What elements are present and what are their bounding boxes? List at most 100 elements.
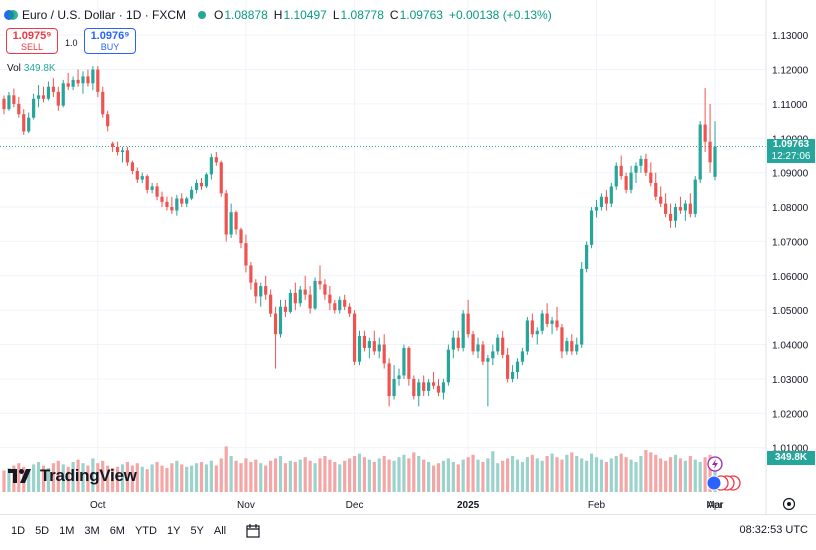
volume-bar (278, 456, 283, 492)
candle-body (66, 83, 70, 87)
volume-bar (506, 458, 510, 492)
tradingview-logo-text: TradingView (40, 466, 137, 485)
volume-bar (649, 452, 653, 492)
candle-body (2, 98, 6, 110)
volume-label: Vol (7, 63, 21, 74)
volume-bar (545, 456, 549, 492)
candle-body (150, 186, 154, 190)
tradingview-logo[interactable]: TradingView (8, 466, 137, 486)
volume-bar (367, 459, 371, 492)
candle-body (362, 335, 367, 348)
volume-bar (71, 462, 75, 492)
timeframe-all[interactable]: All (213, 525, 227, 537)
volume-bar (501, 460, 505, 492)
volume-bar (510, 456, 515, 492)
candle-body (540, 313, 544, 331)
volume-value-tag: 349.8K (767, 451, 815, 465)
buy-button[interactable]: 1.0976⁹ BUY (84, 28, 136, 54)
candle-body (46, 86, 51, 99)
volume-bar (412, 452, 416, 492)
candle-body (348, 306, 352, 314)
candle-body (303, 289, 307, 295)
volume-bar (570, 452, 574, 492)
timeframe-1d[interactable]: 1D (11, 525, 26, 537)
volume-bar (668, 457, 673, 492)
sell-button[interactable]: 1.0975⁹ SELL (6, 28, 58, 54)
timeframe-6m[interactable]: 6M (109, 525, 125, 537)
spread-value: 1.0 (65, 38, 78, 48)
volume-bar (214, 465, 218, 492)
volume-bar (471, 454, 475, 492)
utc-clock[interactable]: 08:32:53 UTC (739, 524, 808, 536)
volume-bar (239, 463, 243, 492)
volume-bar (86, 465, 90, 492)
volume-bar (357, 453, 362, 492)
earnings-marker[interactable] (705, 474, 743, 492)
high-value: 1.10497 (283, 8, 327, 22)
timeframe-3m[interactable]: 3M (84, 525, 100, 537)
timeframe-ytd[interactable]: YTD (134, 525, 157, 537)
timeframe-5y[interactable]: 5Y (190, 525, 204, 537)
settings-circle-icon[interactable] (782, 497, 796, 511)
volume-bar (298, 459, 302, 492)
volume-bar (175, 460, 179, 492)
volume-bar (624, 457, 628, 492)
candle-body (224, 193, 228, 235)
candle-body (372, 341, 376, 352)
volume-bar (338, 464, 342, 492)
volume-bar (402, 454, 406, 492)
candle-body (515, 361, 520, 373)
volume-bar (199, 462, 204, 492)
symbol-title[interactable]: Euro / U.S. Dollar · 1D · FXCM (22, 8, 187, 22)
lightning-icon[interactable] (707, 456, 723, 472)
volume-bar (101, 460, 105, 492)
candle-body (76, 79, 80, 84)
candle-body (668, 213, 673, 221)
calendar-range-icon[interactable] (245, 523, 261, 539)
candle-body (170, 207, 174, 211)
volume-bar (629, 459, 633, 492)
volume-bar (678, 458, 683, 492)
buy-label: BUY (100, 42, 120, 52)
candle-body (209, 157, 213, 175)
volume-bar (115, 466, 120, 492)
volume-bar (446, 458, 450, 492)
candle-body (491, 351, 495, 359)
candle-body (130, 162, 134, 171)
timeframe-1m[interactable]: 1M (59, 525, 75, 537)
candle-body (535, 330, 539, 335)
volume-bar (708, 454, 712, 492)
candle-body (575, 344, 579, 352)
volume-bar (491, 451, 495, 492)
price-tick-label: 1.04000 (772, 341, 809, 352)
candle-body (27, 117, 31, 132)
candle-body (510, 372, 515, 379)
price-tick-label: 1.11000 (772, 100, 808, 111)
volume-bar (431, 465, 436, 492)
timeframe-1y[interactable]: 1Y (166, 525, 181, 537)
euro-dollar-icon (4, 10, 18, 20)
candle-body (639, 158, 643, 166)
volume-bar (224, 446, 228, 492)
candle-body (520, 351, 525, 362)
candle-body (604, 196, 608, 204)
candle-body (431, 382, 436, 386)
candle-body (580, 268, 584, 345)
candle-body (673, 207, 678, 221)
candle-body (36, 95, 41, 99)
candle-body (436, 385, 441, 393)
candle-body (298, 289, 302, 304)
candle-body (278, 306, 283, 335)
volume-bar (456, 464, 460, 492)
volume-bar (130, 465, 134, 492)
timeframe-5d[interactable]: 5D (35, 525, 50, 537)
price-tick-label: 1.06000 (772, 272, 809, 283)
volume-bar (604, 462, 608, 492)
time-tick-label: Apr (707, 500, 723, 511)
candle-body (308, 294, 312, 309)
volume-bar (683, 460, 687, 492)
volume-bar (333, 462, 337, 492)
candle-body (619, 165, 623, 177)
